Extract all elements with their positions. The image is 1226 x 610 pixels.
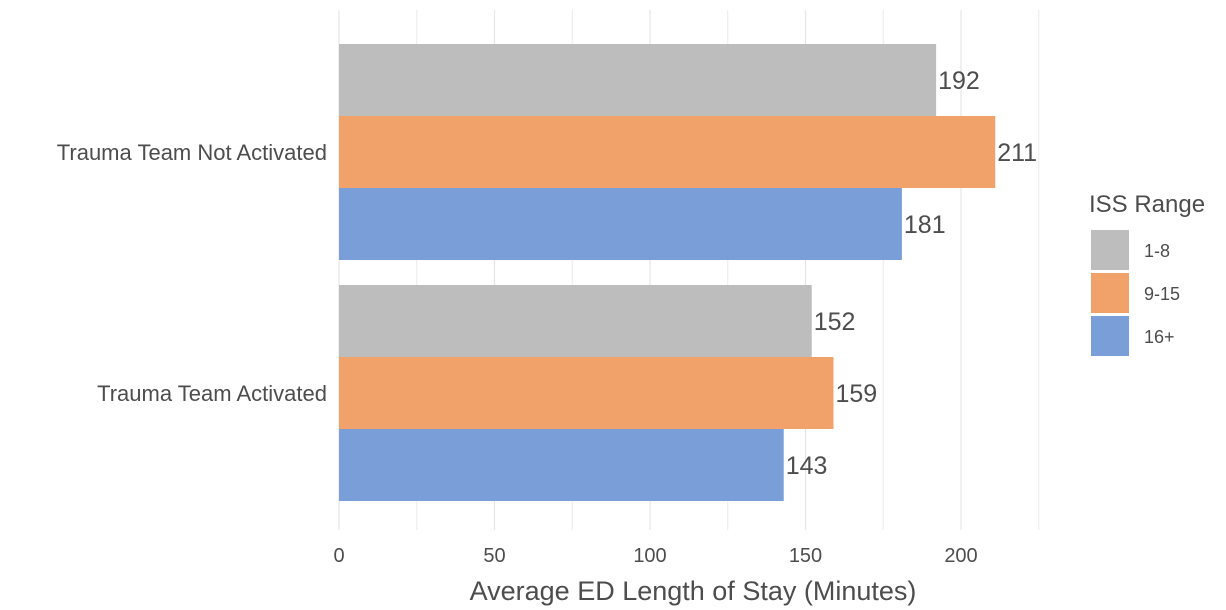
legend-title: ISS Range [1089, 191, 1205, 218]
data-labels: 192 211 181 152 159 143 [786, 67, 1037, 480]
x-tick-label: 100 [633, 545, 666, 567]
category-labels: Trauma Team Not Activated Trauma Team Act… [57, 140, 327, 406]
x-axis-ticks: 0 50 100 150 200 [333, 545, 977, 567]
legend-swatch [1091, 316, 1129, 356]
x-tick-label: 50 [483, 545, 505, 567]
legend-label: 1-8 [1144, 241, 1170, 261]
legend: ISS Range 1-8 9-15 16+ [1089, 191, 1205, 356]
bar-value-label: 211 [997, 139, 1037, 167]
bars [339, 44, 996, 501]
bar-value-label: 159 [835, 380, 877, 408]
bar [339, 188, 902, 260]
bar [339, 44, 937, 116]
bar [339, 116, 996, 188]
x-axis-title: Average ED Length of Stay (Minutes) [470, 576, 917, 606]
bar-value-label: 181 [904, 211, 946, 239]
legend-swatch [1091, 273, 1129, 313]
bar-value-label: 152 [814, 308, 856, 336]
x-tick-label: 0 [333, 545, 344, 567]
bar-value-label: 143 [786, 452, 828, 480]
legend-swatch [1091, 230, 1129, 270]
category-label: Trauma Team Activated [97, 381, 327, 406]
category-label: Trauma Team Not Activated [57, 140, 327, 165]
legend-label: 16+ [1144, 327, 1175, 347]
bar [339, 285, 812, 357]
bar [339, 357, 834, 429]
x-tick-label: 150 [789, 545, 822, 567]
x-tick-label: 200 [944, 545, 977, 567]
bar [339, 429, 784, 501]
legend-label: 9-15 [1144, 284, 1180, 304]
bar-value-label: 192 [938, 67, 980, 95]
